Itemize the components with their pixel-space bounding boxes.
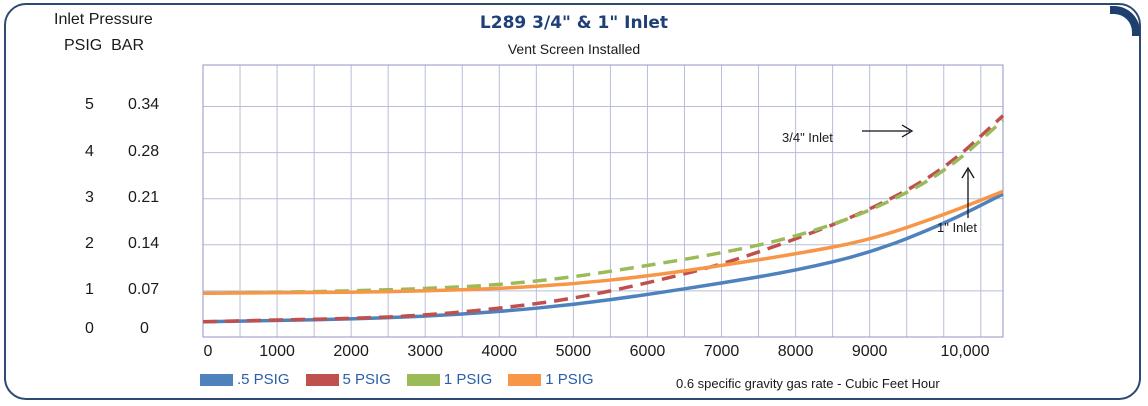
y-axis-title: Inlet Pressure bbox=[54, 11, 153, 28]
x-tick: 3000 bbox=[407, 343, 444, 360]
y-tick-bar: 0.14 bbox=[128, 234, 160, 252]
annotation-arrowhead bbox=[961, 166, 975, 179]
annotation-three-quarter-inlet: 3/4" Inlet bbox=[782, 130, 833, 145]
x-tick: 7000 bbox=[703, 343, 740, 360]
series-line bbox=[202, 189, 1004, 295]
legend-label: .5 PSIG bbox=[237, 371, 290, 388]
y-tick-psig: 2 bbox=[85, 234, 94, 252]
x-tick: 6000 bbox=[629, 343, 666, 360]
corner-accent bbox=[1110, 6, 1140, 36]
legend-swatch bbox=[200, 373, 233, 386]
legend-swatch bbox=[508, 373, 542, 386]
x-tick: 4000 bbox=[481, 343, 518, 360]
legend-label: 1 PSIG bbox=[443, 371, 493, 388]
y-unit-bar: BAR bbox=[111, 37, 145, 54]
y-tick-psig: 4 bbox=[85, 142, 94, 160]
legend-swatch bbox=[305, 373, 339, 386]
chart-frame bbox=[4, 3, 1141, 400]
legend: .5 PSIG 5 PSIG 1 PSIG 1 PSIG bbox=[200, 371, 610, 388]
x-tick: 10,000 bbox=[940, 343, 990, 360]
x-tick: 0 bbox=[203, 343, 213, 360]
y-tick-bar: 0.28 bbox=[128, 142, 160, 160]
x-axis-note: 0.6 specific gravity gas rate - Cubic Fe… bbox=[676, 376, 940, 391]
legend-item: 1 PSIG bbox=[508, 371, 594, 388]
y-tick-psig: 1 bbox=[85, 280, 94, 298]
y-unit-psig: PSIG bbox=[64, 37, 103, 54]
series-line bbox=[202, 192, 1004, 324]
x-tick: 2000 bbox=[333, 343, 369, 360]
y-tick-psig: 5 bbox=[85, 96, 94, 114]
legend-item: 1 PSIG bbox=[406, 371, 493, 388]
x-tick: 8000 bbox=[777, 343, 814, 360]
legend-label: 1 PSIG bbox=[545, 371, 594, 388]
series-line bbox=[202, 119, 1005, 295]
legend-item: .5 PSIG bbox=[200, 371, 290, 388]
annotation-arrowhead bbox=[901, 124, 914, 138]
x-tick: 9000 bbox=[851, 343, 888, 360]
legend-item: 5 PSIG bbox=[305, 371, 391, 388]
chart-subtitle: Vent Screen Installed bbox=[507, 41, 641, 57]
legend-label: 5 PSIG bbox=[342, 371, 391, 388]
y-tick-psig: 3 bbox=[85, 188, 94, 206]
y-tick-bar: 0.34 bbox=[128, 96, 160, 114]
y-tick-bar: 0 bbox=[140, 320, 149, 337]
y-tick-psig: 0 bbox=[85, 320, 94, 337]
legend-swatch bbox=[406, 373, 440, 386]
y-axis-units: PSIG BAR bbox=[64, 37, 144, 55]
x-tick: 5000 bbox=[555, 343, 592, 360]
chart-title: L289 3/4" & 1" Inlet bbox=[479, 13, 669, 33]
annotation-one-inch-inlet: 1" Inlet bbox=[937, 220, 978, 235]
y-tick-bar: 0.07 bbox=[128, 280, 160, 298]
plot-border bbox=[202, 64, 1004, 338]
x-tick: 1000 bbox=[259, 343, 295, 360]
y-tick-bar: 0.21 bbox=[128, 188, 160, 206]
